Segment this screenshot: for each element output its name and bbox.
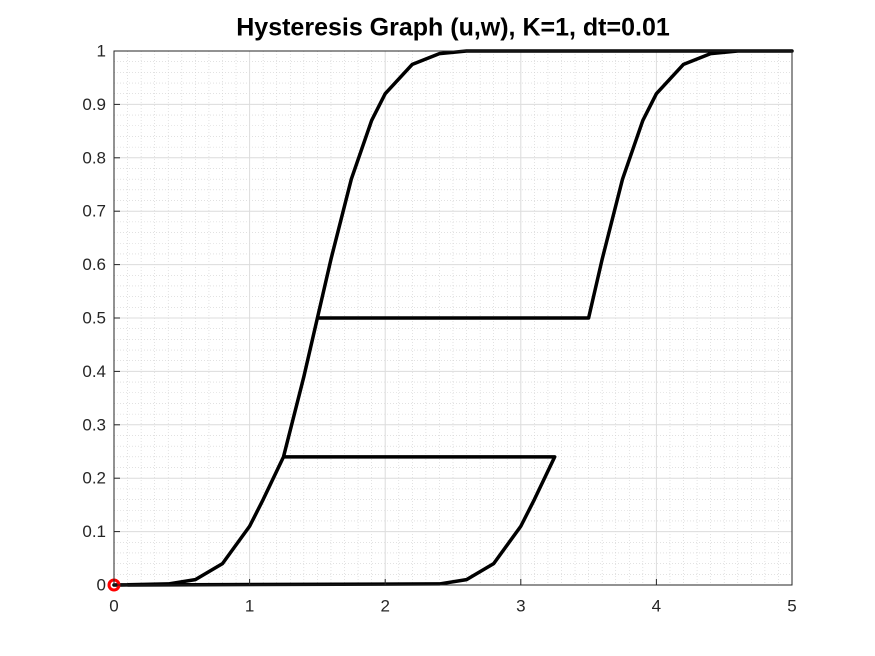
x-tick-label: 2 (380, 596, 389, 615)
chart-title: Hysteresis Graph (u,w), K=1, dt=0.01 (236, 14, 670, 42)
y-tick-label: 0.7 (82, 202, 106, 221)
x-tick-label: 5 (787, 596, 796, 615)
x-tick-label: 4 (652, 596, 661, 615)
y-tick-label: 0.2 (82, 469, 106, 488)
x-tick-label: 0 (109, 596, 118, 615)
y-tick-label: 0.9 (82, 95, 106, 114)
x-tick-label: 1 (245, 596, 254, 615)
y-tick-label: 0 (97, 575, 106, 594)
x-tick-label: 3 (516, 596, 525, 615)
y-tick-label: 0.3 (82, 415, 106, 434)
y-tick-label: 1 (97, 41, 106, 60)
y-tick-label: 0.6 (82, 255, 106, 274)
y-tick-label: 0.5 (82, 308, 106, 327)
y-tick-label: 0.8 (82, 148, 106, 167)
y-tick-label: 0.4 (82, 362, 106, 381)
y-tick-label: 0.1 (82, 522, 106, 541)
